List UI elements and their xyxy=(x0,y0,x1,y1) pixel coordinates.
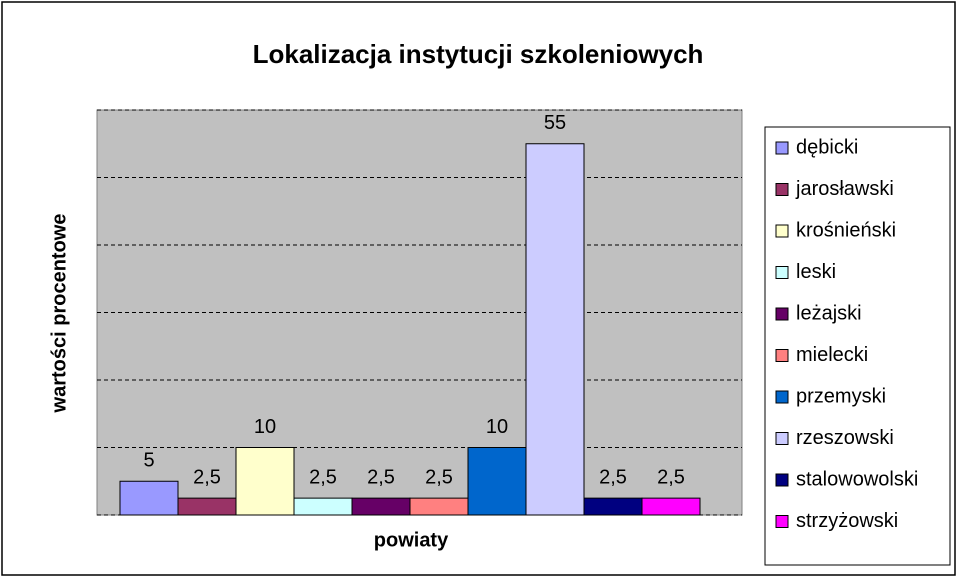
legend-swatch xyxy=(775,183,789,196)
data-label: 2,5 xyxy=(657,466,685,488)
data-label: 2,5 xyxy=(599,466,627,488)
legend-label: krośnieński xyxy=(796,219,896,241)
data-label: 10 xyxy=(254,416,276,438)
legend-label: mielecki xyxy=(796,344,868,366)
legend-label: dębicki xyxy=(796,136,858,158)
legend-label: leski xyxy=(796,261,836,283)
legend-label: rzeszowski xyxy=(796,427,894,449)
y-axis-label: wartości procentowe xyxy=(48,214,70,414)
data-label: 2,5 xyxy=(367,466,395,488)
legend-swatch xyxy=(775,266,789,279)
legend-swatch xyxy=(775,224,789,238)
legend-swatch xyxy=(775,307,789,321)
legend-label: stalowowolski xyxy=(796,468,918,490)
bar xyxy=(467,447,527,516)
data-label: 55 xyxy=(544,112,566,134)
bar xyxy=(525,143,585,516)
legend-label: leżajski xyxy=(796,302,862,324)
legend-swatch xyxy=(775,473,789,487)
legend-swatch xyxy=(775,515,789,528)
bar xyxy=(177,497,237,516)
bar xyxy=(119,480,179,516)
data-label: 5 xyxy=(143,450,154,472)
legend xyxy=(764,126,951,566)
data-label: 2,5 xyxy=(193,466,221,488)
bar xyxy=(641,497,701,516)
bar xyxy=(409,497,469,516)
legend-swatch xyxy=(775,349,789,362)
chart-title: Lokalizacja instytucji szkoleniowych xyxy=(253,39,704,69)
data-label: 2,5 xyxy=(309,466,337,488)
bar xyxy=(293,497,353,516)
data-label: 2,5 xyxy=(425,466,453,488)
legend-swatch xyxy=(775,432,789,445)
data-label: 10 xyxy=(486,416,508,438)
legend-label: strzyżowski xyxy=(796,510,898,532)
x-axis-label: powiaty xyxy=(374,529,449,551)
legend-swatch xyxy=(775,390,789,404)
legend-swatch xyxy=(775,141,789,155)
bar xyxy=(583,497,643,516)
bar xyxy=(235,447,295,516)
legend-label: przemyski xyxy=(796,385,886,407)
bar xyxy=(351,497,411,516)
legend-label: jarosławski xyxy=(795,178,894,200)
